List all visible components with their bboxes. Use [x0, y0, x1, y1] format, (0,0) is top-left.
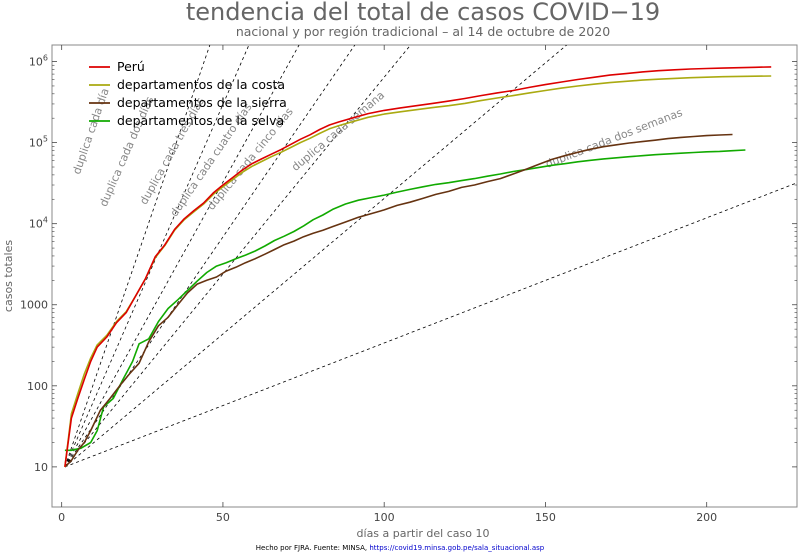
series-line: [64, 149, 746, 452]
x-tick-label: 0: [58, 511, 65, 524]
y-tick-label: 104: [29, 216, 48, 231]
y-tick-label: 106: [29, 54, 48, 69]
legend-label: departamentos de la selva: [117, 113, 284, 128]
reference-line: [64, 182, 797, 468]
x-tick-label: 150: [535, 511, 556, 524]
chart-title: tendencia del total de casos COVID−19: [186, 0, 660, 26]
series-line: [64, 133, 733, 468]
footer-credit: Hecho por FJRA. Fuente: MINSA, https://c…: [0, 544, 800, 552]
y-tick-label: 105: [29, 135, 48, 150]
reference-line: [64, 45, 411, 468]
y-axis-label: casos totales: [2, 240, 15, 312]
x-tick-label: 200: [696, 511, 717, 524]
reference-line: [64, 45, 567, 468]
x-tick-label: 100: [374, 511, 395, 524]
series-lines: [64, 66, 772, 468]
footer-text: Hecho por FJRA. Fuente: MINSA,: [255, 544, 370, 552]
legend-label: departamentos de la costa: [117, 77, 285, 92]
reference-line: [64, 45, 211, 468]
legend-label: Perú: [117, 59, 145, 74]
y-axis: 10 100 1000 104 105 106: [20, 54, 797, 474]
x-tick-label: 50: [216, 511, 230, 524]
legend-label: departamentos de la sierra: [117, 95, 287, 110]
reference-line: [64, 45, 300, 468]
x-axis: 0 50 100 150 200: [58, 45, 717, 524]
source-link[interactable]: https://covid19.minsa.gob.pe/sala_situac…: [369, 544, 545, 552]
legend: Perú departamentos de la costa departament…: [89, 59, 287, 128]
reference-line: [64, 45, 356, 468]
y-tick-label: 100: [27, 380, 48, 393]
chart-subtitle: nacional y por región tradicional – al 1…: [236, 24, 610, 39]
y-tick-label: 10: [34, 461, 48, 474]
plot-frame: [51, 44, 798, 508]
x-axis-label: días a partir del caso 10: [357, 527, 490, 540]
series-line: [64, 66, 772, 468]
y-tick-label: 1000: [20, 299, 48, 312]
